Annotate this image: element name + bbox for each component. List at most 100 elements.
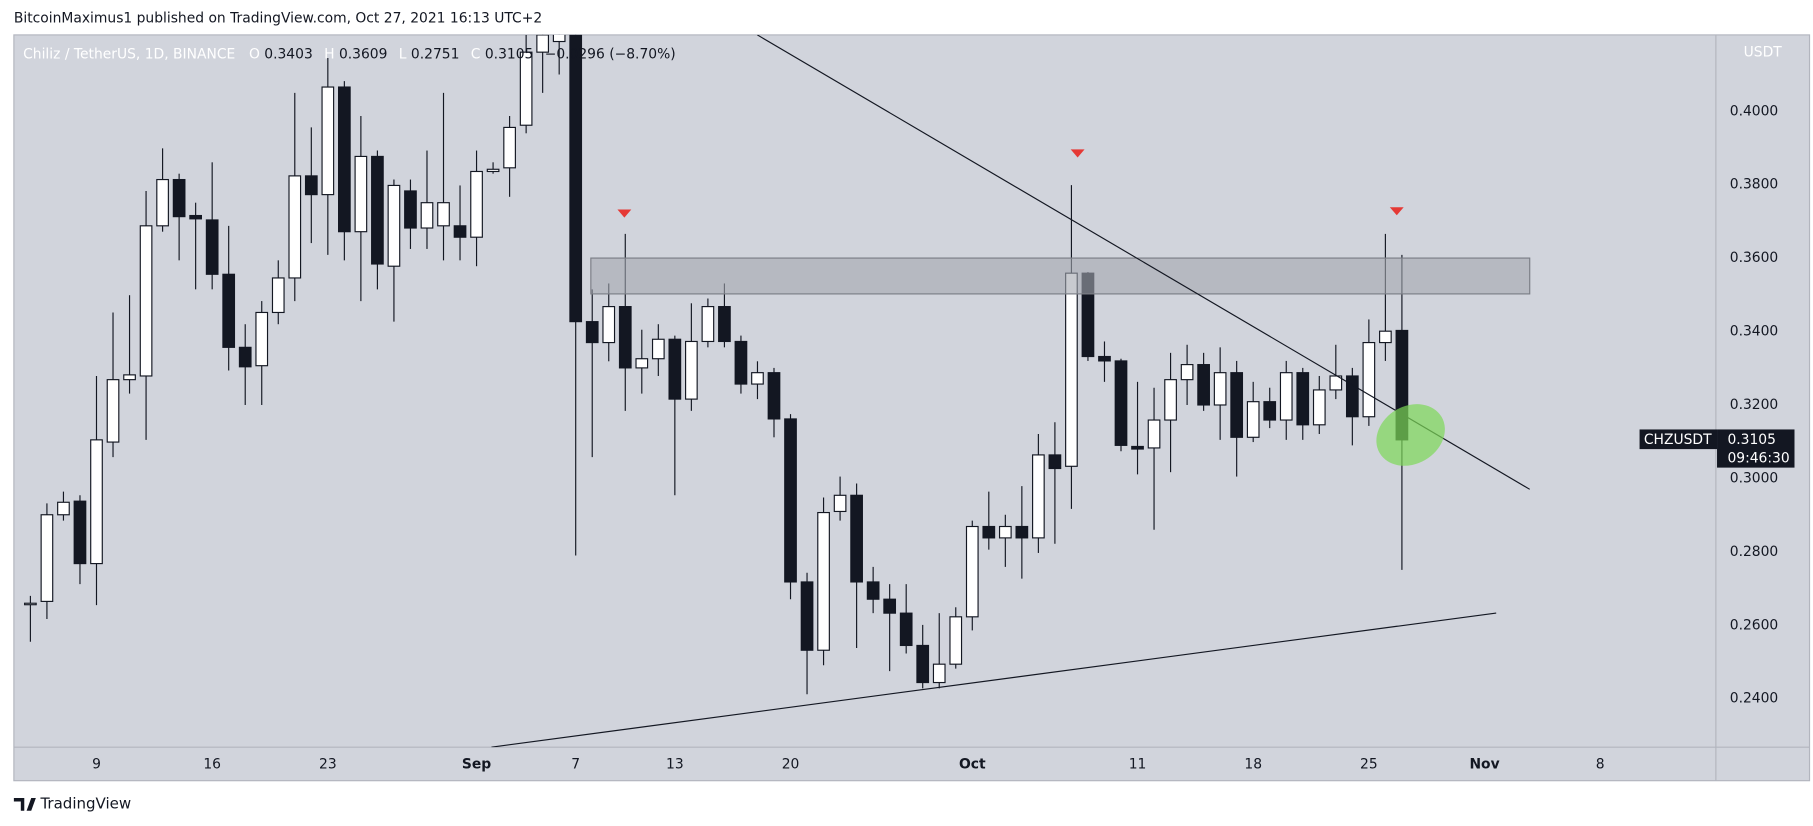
candle-body (338, 86, 351, 233)
candle-body (40, 514, 54, 602)
y-tick-label: 0.3400 (1730, 324, 1779, 340)
change-value: −0.0296 (−8.70%) (545, 47, 676, 63)
candle-body (701, 306, 715, 343)
candle-body (1279, 372, 1293, 421)
x-tick-label: 7 (571, 757, 580, 773)
x-tick-label: Nov (1469, 757, 1499, 773)
candle-body (734, 340, 748, 385)
candle-body (420, 202, 434, 229)
candle-body (1379, 330, 1392, 344)
red-arrow (617, 209, 632, 218)
candle-body (635, 358, 649, 369)
y-tick-label: 0.3000 (1730, 470, 1779, 486)
drawings (491, 34, 1531, 748)
open-value: 0.3403 (264, 47, 313, 63)
candle-body (850, 494, 863, 583)
candle-body (321, 86, 335, 196)
candle-body (965, 525, 979, 618)
candle-body (602, 306, 616, 344)
candle-body (304, 175, 318, 196)
candle-body (1114, 360, 1128, 446)
candle-body (1329, 375, 1343, 391)
candle-body (1098, 355, 1111, 362)
candle-body (73, 500, 87, 565)
candle-body (998, 525, 1012, 539)
candle-body (486, 168, 500, 173)
candle-body (552, 34, 566, 43)
candle-body (238, 346, 252, 368)
candle-body (817, 511, 830, 651)
x-tick-label: 20 (782, 757, 800, 773)
candle-body (1032, 454, 1045, 539)
last-price-label: CHZUSDT 0.3105 09:46:30 (1639, 429, 1795, 468)
candle-body (24, 602, 37, 606)
x-tick-label: 16 (203, 757, 221, 773)
candle-body (866, 581, 880, 600)
candle-body (949, 616, 963, 665)
candle-body (800, 581, 814, 651)
x-tick-label: Sep (462, 757, 491, 773)
high-value: 0.3609 (339, 47, 388, 63)
candle-body (536, 34, 550, 53)
y-tick-label: 0.3200 (1730, 397, 1779, 413)
candle-body (1230, 372, 1244, 438)
highlight-ellipse (1376, 404, 1445, 466)
ohlc-letter: O (249, 47, 260, 63)
logo-mark (13, 798, 36, 811)
plot-background (13, 34, 1811, 782)
candle-body (1362, 341, 1376, 418)
y-tick-label: 0.2800 (1730, 544, 1779, 560)
candle-body (222, 273, 236, 348)
candle-body (982, 525, 996, 539)
x-tick-label: 11 (1129, 757, 1147, 773)
y-tick-label: 0.3600 (1730, 250, 1779, 266)
x-tick-label: Oct (959, 757, 986, 773)
candle-body (106, 379, 120, 443)
published-note: BitcoinMaximus1 published on TradingView… (14, 11, 542, 27)
candle-body (437, 202, 450, 227)
candle-body (883, 598, 897, 614)
footer-brand: TradingView (39, 794, 131, 812)
candle-body (751, 372, 764, 385)
candle-body (519, 51, 533, 126)
candle-body (1312, 389, 1326, 426)
candle-body (569, 34, 583, 323)
symbol-title: Chiliz / TetherUS, 1D, BINANCE (23, 47, 235, 63)
candle-body (1246, 401, 1260, 438)
x-tick-label: 25 (1360, 757, 1378, 773)
x-tick-label: 13 (666, 757, 684, 773)
candle-body (899, 612, 913, 647)
candle-body (767, 372, 781, 420)
candle-body (1213, 372, 1227, 406)
candle-body (1263, 401, 1277, 421)
candle-body (932, 663, 946, 684)
countdown: 09:46:30 (1727, 450, 1789, 466)
symbol-header: Chiliz / TetherUS, 1D, BINANCE O 0.3403 … (23, 47, 676, 63)
y-tick-label: 0.3800 (1730, 177, 1779, 193)
ohlc-letter: L (399, 47, 407, 63)
x-tick-label: 9 (92, 757, 101, 773)
x-tick-label: 18 (1244, 757, 1262, 773)
candle-body (387, 184, 401, 267)
symbol-tag (1639, 429, 1718, 450)
footer-logo: TradingView (13, 794, 131, 812)
red-arrow (1389, 207, 1404, 216)
candle-body (189, 214, 203, 220)
candle-body (503, 126, 516, 169)
ohlc-letter: C (471, 47, 481, 63)
candle-body (618, 306, 632, 369)
candle-body (404, 190, 417, 229)
candle-body (123, 374, 136, 381)
candle-body (172, 178, 186, 218)
candle-body (1180, 364, 1194, 381)
y-tick-label: 0.2600 (1730, 617, 1779, 633)
ohlc-letter: H (324, 47, 334, 63)
candle-body (255, 311, 269, 367)
candle-body (354, 155, 368, 233)
symbol-tag-text: CHZUSDT (1644, 432, 1712, 448)
candle-body (1345, 375, 1359, 418)
candle-body (271, 277, 285, 314)
price-unit: USDT (1744, 44, 1783, 60)
candle-body (156, 178, 169, 227)
